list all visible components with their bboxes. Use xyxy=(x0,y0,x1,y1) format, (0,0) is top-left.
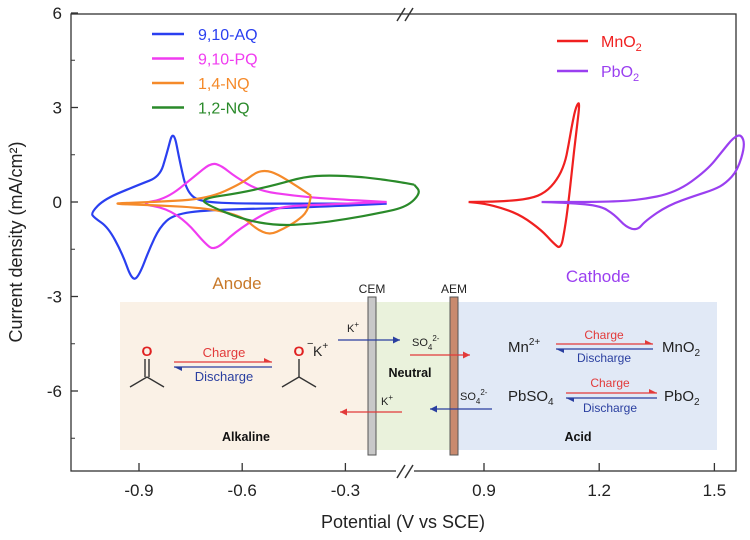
legend-right: MnO2 PbO2 xyxy=(557,34,642,84)
aem-label: AEM xyxy=(441,282,467,296)
anode-discharge-arrow xyxy=(174,366,272,371)
alkaline-region xyxy=(120,302,372,450)
y-tick-label: 6 xyxy=(53,4,62,23)
legend-label: MnO2 xyxy=(601,34,642,54)
sulfate-bottom-label: SO42- xyxy=(460,388,488,406)
x-tick-label: -0.3 xyxy=(331,481,360,500)
x-tick-label: 1.5 xyxy=(703,481,727,500)
aem-membrane xyxy=(449,296,459,456)
series-9-10-aq xyxy=(91,134,387,280)
cem-membrane xyxy=(367,296,377,456)
series-1-4-nq xyxy=(116,169,313,235)
x-axis-ticks: -0.9 -0.6 -0.3 0.9 1.2 1.5 xyxy=(124,463,726,500)
pb-discharge-label: Discharge xyxy=(583,401,637,415)
enolate-minus: − xyxy=(307,338,313,350)
y-tick-label: 0 xyxy=(53,193,62,212)
legend-label: 9,10-AQ xyxy=(198,27,258,44)
mn-charge-arrow xyxy=(556,340,653,345)
pb-charge-label: Charge xyxy=(590,376,630,390)
anode-discharge-label: Discharge xyxy=(195,369,254,384)
anode-charge-arrow xyxy=(174,358,272,363)
legend-label: 1,2-NQ xyxy=(198,101,250,118)
y-tick-label: -3 xyxy=(47,288,62,307)
acid-label: Acid xyxy=(564,430,591,444)
sulfate-right-arrow xyxy=(410,351,470,359)
legend-label: PbO2 xyxy=(601,64,639,84)
anode-charge-label: Charge xyxy=(203,345,246,360)
neutral-label: Neutral xyxy=(388,366,431,380)
mn-discharge-label: Discharge xyxy=(577,351,631,365)
pb-discharge-arrow xyxy=(566,397,657,402)
sulfate-top-label: SO42- xyxy=(412,334,440,352)
enolate-molecule xyxy=(281,359,317,388)
schematic-panel: CEM AEM Alkaline Neutral Acid O O − K+ C… xyxy=(120,282,717,456)
mn-ion-label: Mn2+ xyxy=(508,337,540,356)
ketone-molecule xyxy=(129,359,165,388)
neutral-region xyxy=(372,302,454,450)
k-ion-left-arrow xyxy=(340,408,402,416)
y-axis-ticks: 6 3 0 -3 -6 xyxy=(47,4,78,439)
sulfate-left-arrow xyxy=(430,405,492,413)
x-axis-label: Potential (V vs SCE) xyxy=(321,512,485,532)
mn-discharge-arrow xyxy=(556,348,653,353)
y-tick-label: 3 xyxy=(53,99,62,118)
axis-break-bottom xyxy=(396,464,414,479)
mn-charge-label: Charge xyxy=(584,328,624,342)
cv-curves xyxy=(91,102,745,280)
mno2-label: MnO2 xyxy=(662,339,701,359)
enolate-potassium: K+ xyxy=(313,341,328,359)
axis-break-top xyxy=(396,7,414,22)
enolate-oxygen: O xyxy=(294,343,305,359)
x-tick-label: 0.9 xyxy=(472,481,496,500)
x-tick-label: -0.9 xyxy=(124,481,153,500)
y-axis-label: Current density (mA/cm²) xyxy=(6,141,26,342)
x-tick-label: -0.6 xyxy=(228,481,257,500)
cathode-annotation: Cathode xyxy=(566,267,630,286)
cem-label: CEM xyxy=(359,282,386,296)
alkaline-label: Alkaline xyxy=(222,430,270,444)
acid-region xyxy=(454,302,717,450)
k-ion-bottom-label: K+ xyxy=(381,393,393,408)
y-tick-label: -6 xyxy=(47,382,62,401)
pb-charge-arrow xyxy=(566,389,657,394)
pbo2-label: PbO2 xyxy=(664,388,700,408)
legend-label: 9,10-PQ xyxy=(198,52,258,69)
series-mno2 xyxy=(468,102,581,248)
x-tick-label: 1.2 xyxy=(587,481,611,500)
series-1-2-nq xyxy=(202,174,420,227)
k-ion-top-label: K+ xyxy=(347,320,359,335)
legend-label: 1,4-NQ xyxy=(198,76,250,93)
ketone-oxygen: O xyxy=(142,343,153,359)
k-ion-right-arrow xyxy=(338,336,400,344)
axis-break-gap xyxy=(396,465,414,477)
pbso4-label: PbSO4 xyxy=(508,388,554,408)
anode-annotation: Anode xyxy=(212,274,261,293)
legend-left: 9,10-AQ 9,10-PQ 1,4-NQ 1,2-NQ xyxy=(152,27,258,118)
series-pbo2 xyxy=(541,134,745,231)
